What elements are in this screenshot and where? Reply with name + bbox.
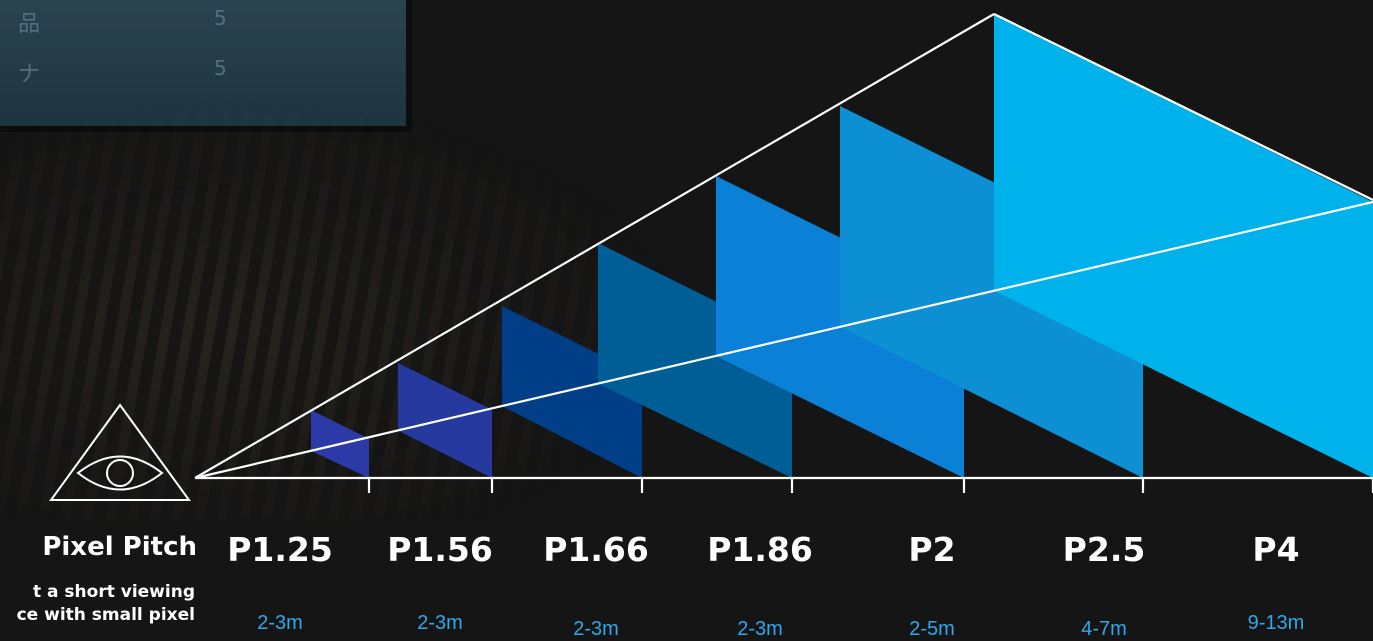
pitch-panel: [502, 306, 642, 478]
viewing-distance-label: 2-5m: [909, 618, 955, 640]
viewing-distance-label: 2-3m: [257, 612, 303, 634]
monitor-row-value: 5: [214, 6, 227, 30]
upper-edge-line: [993, 13, 1373, 201]
viewing-distance-label: 2-3m: [737, 618, 783, 640]
viewing-distance-label: 9-13m: [1247, 612, 1305, 634]
pitch-label: P1.56: [387, 530, 493, 569]
pitch-label: P1.25: [227, 530, 333, 569]
pitch-label: P2.5: [1062, 530, 1146, 569]
viewing-distance-label: 2-3m: [417, 612, 463, 634]
upper-sight-line: [194, 13, 995, 479]
monitor-row-value: 5: [214, 56, 227, 80]
pitch-label: P2: [908, 530, 956, 569]
pitch-panels: [311, 14, 1373, 478]
pitch-label: P1.66: [543, 530, 649, 569]
description-line-1: t a short viewing: [32, 582, 195, 602]
monitor-row-text: ナ: [18, 62, 41, 87]
background-monitor: 品 5 ナ 5: [0, 0, 412, 132]
viewing-distance-label: 4-7m: [1081, 618, 1127, 640]
eye-in-triangle-icon: [49, 403, 191, 501]
axis-ticks: [367, 478, 1373, 493]
perspective-lines: [194, 13, 1373, 480]
pixel-pitch-header: Pixel Pitch: [42, 532, 197, 562]
description-line-2: ce with small pixel: [16, 605, 195, 625]
pitch-label: P4: [1252, 530, 1300, 569]
pitch-label: P1.86: [707, 530, 813, 569]
lower-sight-line: [194, 200, 1373, 480]
monitor-row-text: 品: [18, 12, 41, 37]
viewing-distance-label: 2-3m: [573, 618, 619, 640]
